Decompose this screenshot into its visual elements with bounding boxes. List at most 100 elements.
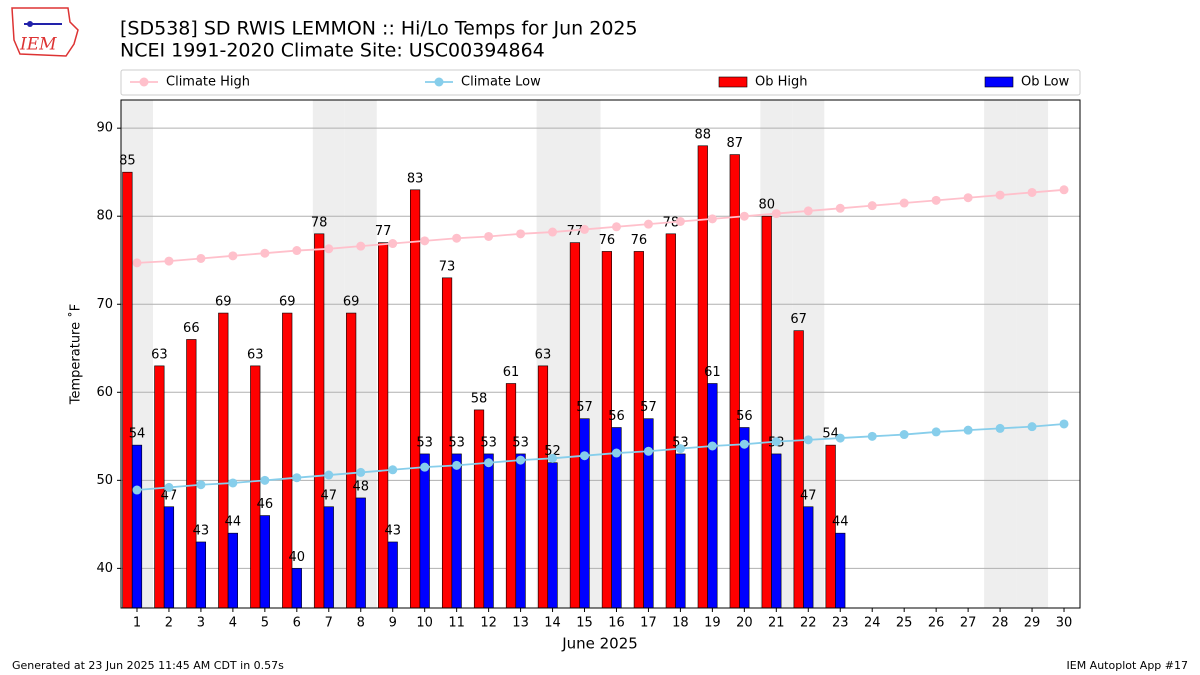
x-tick-label: 10 (416, 616, 433, 631)
data-label: 43 (384, 523, 401, 538)
point (739, 211, 749, 221)
point (196, 480, 206, 490)
point (803, 435, 813, 445)
point (132, 258, 142, 268)
point (452, 460, 462, 470)
point (675, 216, 685, 226)
point (931, 427, 941, 437)
line (136, 188, 1065, 264)
logo-text: IEM (19, 35, 57, 55)
bar (515, 453, 526, 609)
data-label: 77 (375, 224, 392, 239)
point (580, 451, 590, 461)
bar (537, 365, 549, 609)
point (228, 478, 238, 488)
weekend-shade (984, 100, 1017, 608)
data-label: 53 (672, 435, 689, 450)
y-tick-label: 80 (96, 209, 113, 224)
data-label: 69 (279, 295, 296, 310)
x-tick-label: 6 (293, 616, 301, 631)
data-label: 57 (640, 400, 657, 415)
data-label: 47 (800, 488, 817, 503)
point (420, 236, 430, 246)
x-tick-label: 17 (640, 616, 657, 631)
x-tick-label: 30 (1056, 616, 1073, 631)
bar (633, 251, 644, 609)
point (963, 425, 973, 435)
x-tick-label: 5 (261, 616, 269, 631)
x-tick-label: 26 (928, 616, 945, 631)
point (867, 201, 877, 211)
point (516, 229, 526, 239)
bar (729, 154, 740, 609)
x-tick-label: 16 (608, 616, 625, 631)
data-label: 52 (544, 444, 561, 459)
point (771, 437, 781, 447)
point (324, 244, 334, 254)
data-label: 85 (119, 154, 136, 169)
point (739, 439, 749, 449)
x-tick-label: 22 (800, 616, 817, 631)
legend-label: Ob High (755, 75, 808, 90)
bar (195, 541, 207, 609)
bar (218, 312, 229, 609)
y-tick-label: 70 (96, 297, 113, 312)
data-label: 43 (193, 523, 210, 538)
data-label: 44 (832, 515, 849, 530)
point (1027, 422, 1037, 432)
x-tick-label: 12 (480, 616, 497, 631)
point (420, 462, 430, 472)
bar (739, 427, 750, 609)
data-label: 88 (695, 127, 712, 142)
point (388, 239, 398, 249)
point (963, 193, 973, 203)
x-tick-label: 8 (357, 616, 365, 631)
x-tick-label: 25 (896, 616, 913, 631)
point (707, 441, 717, 451)
point (356, 241, 366, 251)
bar (761, 215, 772, 609)
data-label: 87 (726, 136, 743, 151)
footer-right: IEM Autoplot App #17 (1067, 659, 1189, 672)
bar (707, 383, 718, 609)
footer-left: Generated at 23 Jun 2025 11:45 AM CDT in… (12, 659, 284, 672)
x-tick-label: 3 (197, 616, 205, 631)
x-tick-label: 27 (960, 616, 977, 631)
data-label: 63 (151, 347, 168, 362)
point (292, 246, 302, 256)
point (707, 214, 717, 224)
bar (131, 444, 143, 609)
bar (547, 462, 558, 609)
bar (378, 242, 389, 609)
point (835, 203, 845, 213)
bar (771, 453, 782, 609)
legend-marker (139, 77, 149, 87)
point (388, 465, 398, 475)
data-label: 47 (321, 488, 338, 503)
x-tick-label: 13 (512, 616, 529, 631)
data-label: 40 (289, 550, 306, 565)
chart-title: [SD538] SD RWIS LEMMON :: Hi/Lo Temps fo… (120, 18, 638, 40)
bar (227, 532, 238, 609)
x-tick-label: 18 (672, 616, 689, 631)
bar (314, 233, 325, 609)
bar (346, 312, 357, 609)
point (228, 251, 238, 261)
legend-swatch (984, 76, 1014, 88)
bar (122, 171, 133, 609)
data-label: 53 (448, 435, 465, 450)
bar (835, 532, 846, 609)
data-label: 61 (503, 365, 520, 380)
data-label: 69 (343, 295, 360, 310)
data-label: 78 (311, 215, 328, 230)
data-label: 66 (183, 321, 200, 336)
x-tick-label: 20 (736, 616, 753, 631)
point (356, 467, 366, 477)
logo-outline (11, 7, 79, 57)
data-label: 56 (608, 409, 625, 424)
bar (483, 453, 494, 609)
data-label: 76 (599, 233, 616, 248)
bar (323, 506, 334, 609)
